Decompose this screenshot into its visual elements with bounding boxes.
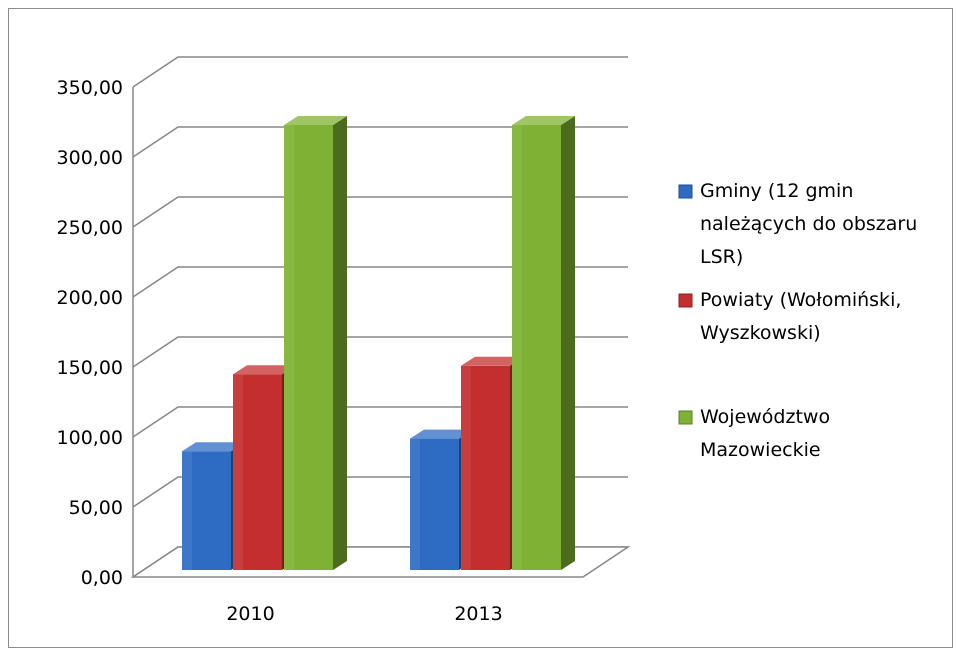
y-tick-label: 250,00 <box>57 217 123 239</box>
bar <box>284 116 347 570</box>
gridline <box>132 336 628 368</box>
y-tick-label: 0,00 <box>81 567 123 589</box>
legend-swatch <box>678 184 693 199</box>
y-tick-label: 100,00 <box>57 427 123 449</box>
x-category-label: 2010 <box>226 603 274 625</box>
legend-item: Powiaty (Wołomiński, Wyszkowski) <box>678 289 901 344</box>
y-tick-label: 200,00 <box>57 287 123 309</box>
legend-label: Gminy (12 gmin należących do obszaru LSR) <box>700 180 917 268</box>
legend-item: Województwo Mazowieckie <box>678 406 830 461</box>
gridline <box>132 126 628 158</box>
gridline <box>132 196 628 228</box>
y-tick-label: 150,00 <box>57 357 123 379</box>
legend: Gminy (12 gmin należących do obszaru LSR) P… <box>678 180 917 461</box>
x-category-label: 2013 <box>454 603 502 625</box>
y-tick-label: 350,00 <box>57 77 123 99</box>
y-axis-tick-labels: 0,00 50,00 100,00 150,00 200,00 250,00 300,00 3… <box>57 77 123 589</box>
legend-label: Województwo Mazowieckie <box>700 406 830 461</box>
bars <box>182 116 575 570</box>
legend-item: Gminy (12 gmin należących do obszaru LSR) <box>678 180 917 268</box>
y-tick-label: 50,00 <box>69 497 123 519</box>
bar <box>512 116 575 570</box>
legend-swatch <box>678 410 693 425</box>
gridline <box>132 266 628 298</box>
gridline <box>132 56 628 88</box>
legend-label: Powiaty (Wołomiński, Wyszkowski) <box>700 289 901 344</box>
legend-swatch <box>678 293 693 308</box>
x-axis-category-labels: 2010 2013 <box>226 603 502 625</box>
y-tick-label: 300,00 <box>57 147 123 169</box>
